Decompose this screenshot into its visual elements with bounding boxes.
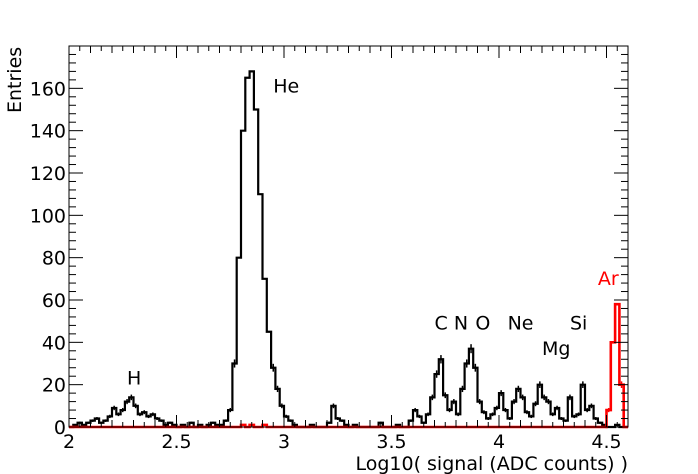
x-tick-label: 2.5: [161, 431, 191, 453]
y-axis-title: Entries: [4, 47, 26, 113]
peak-label-c: C: [435, 313, 448, 335]
peak-label-ne: Ne: [508, 313, 534, 335]
tick-labels: 2 2.5 3 3.5 4 4.5 0 20 40 60 80 100 120 140 160: [30, 78, 622, 453]
peak-label-mg: Mg: [542, 338, 570, 360]
peak-label-ar: Ar: [598, 268, 619, 290]
peak-label-si: Si: [570, 313, 587, 335]
peak-label-he: He: [273, 76, 299, 98]
y-tick-label: 0: [54, 417, 66, 439]
x-tick-label: 3.5: [376, 431, 406, 453]
y-tick-label: 160: [30, 78, 66, 100]
histogram-step-line-0: [69, 70, 628, 429]
axis-ticks: [68, 45, 629, 428]
y-tick-label: 60: [42, 290, 66, 312]
x-tick-label: 4: [493, 431, 505, 453]
peak-label-o: O: [475, 313, 490, 335]
x-tick-label: 4.5: [591, 431, 621, 453]
x-tick-label: 3: [278, 431, 290, 453]
y-tick-label: 140: [30, 121, 66, 143]
y-tick-label: 20: [42, 375, 66, 397]
peak-label-h: H: [127, 368, 141, 390]
x-tick-label: 2: [63, 431, 75, 453]
y-tick-label: 120: [30, 163, 66, 185]
y-tick-label: 40: [42, 332, 66, 354]
peak-label-n: N: [454, 313, 468, 335]
x-axis-title: Log10( signal (ADC counts) ): [355, 453, 628, 474]
y-tick-label: 80: [42, 248, 66, 270]
y-tick-label: 100: [30, 205, 66, 227]
